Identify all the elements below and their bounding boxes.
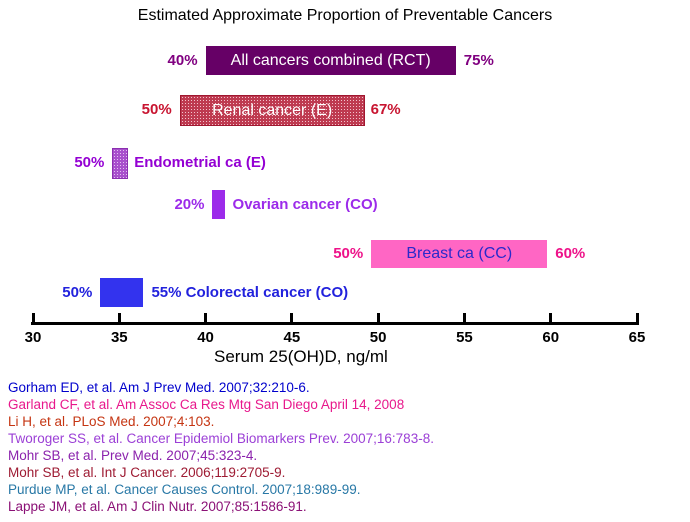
right-label-endometrial-ca: Endometrial ca (E)	[134, 154, 266, 171]
x-axis-line	[31, 322, 639, 325]
bar-label-all-cancers-combined: All cancers combined (RCT)	[230, 52, 431, 69]
x-axis-tick	[117, 313, 121, 322]
x-tick-label: 50	[369, 329, 387, 346]
bar-all-cancers-combined: All cancers combined (RCT)	[205, 46, 456, 75]
x-tick-label: 65	[628, 329, 646, 346]
reference-6: Mohr SB, et al. Int J Cancer. 2006;119:2…	[8, 465, 286, 480]
chart-title: Estimated Approximate Proportion of Prev…	[137, 7, 553, 24]
right-label-all-cancers-combined: 75%	[463, 52, 494, 69]
reference-4: Tworoger SS, et al. Cancer Epidemiol Bio…	[8, 431, 434, 446]
left-pct-endometrial-ca: 50%	[74, 154, 105, 171]
left-pct-colorectal-cancer: 50%	[62, 284, 93, 301]
bar-endometrial-ca	[112, 148, 129, 179]
reference-7: Purdue MP, et al. Cancer Causes Control.…	[8, 482, 361, 497]
reference-2: Garland CF, et al. Am Assoc Ca Res Mtg S…	[8, 397, 405, 412]
left-pct-breast-ca: 50%	[333, 245, 364, 262]
reference-8: Lappe JM, et al. Am J Clin Nutr. 2007;85…	[8, 499, 307, 514]
right-label-colorectal-cancer: 55% Colorectal cancer (CO)	[151, 284, 349, 301]
reference-5: Mohr SB, et al. Prev Med. 2007;45:323-4.	[8, 448, 258, 463]
bar-label-renal-cancer: Renal cancer (E)	[212, 102, 333, 119]
x-tick-label: 30	[24, 329, 42, 346]
x-axis-label: Serum 25(OH)D, ng/ml	[214, 347, 388, 366]
reference-3: Li H, et al. PLoS Med. 2007;4:103.	[8, 414, 215, 429]
left-pct-renal-cancer: 50%	[141, 101, 172, 118]
bar-ovarian-cancer	[212, 190, 225, 219]
right-label-renal-cancer: 67%	[370, 101, 401, 118]
bar-label-breast-ca: Breast ca (CC)	[406, 245, 513, 262]
bar-renal-cancer: Renal cancer (E)	[179, 95, 365, 126]
plot-area: 30 35 40 45 50 55 60 65 All cancers combined (RC…	[24, 46, 646, 346]
right-label-breast-ca: 60%	[555, 245, 586, 262]
x-axis-tick	[549, 313, 553, 322]
left-pct-ovarian-cancer: 20%	[174, 196, 205, 213]
x-axis-tick	[204, 313, 208, 322]
x-axis-tick	[376, 313, 380, 322]
x-tick-label: 35	[110, 329, 128, 346]
x-tick-label: 40	[197, 329, 214, 346]
x-tick-label: 45	[283, 329, 301, 346]
x-axis-tick	[290, 313, 294, 322]
x-axis-tick	[462, 313, 466, 322]
bar-colorectal-cancer	[100, 278, 144, 307]
x-tick-label: 60	[542, 329, 560, 346]
references-list: Gorham ED, et al. Am J Prev Med. 2007;32…	[8, 379, 434, 515]
reference-1: Gorham ED, et al. Am J Prev Med. 2007;32…	[8, 380, 310, 395]
x-axis-tick	[635, 313, 639, 322]
right-label-ovarian-cancer: Ovarian cancer (CO)	[232, 196, 378, 213]
x-axis-tick	[31, 313, 35, 322]
left-pct-all-cancers-combined: 40%	[167, 52, 198, 69]
bar-breast-ca: Breast ca (CC)	[371, 240, 548, 268]
x-tick-label: 55	[456, 329, 473, 346]
